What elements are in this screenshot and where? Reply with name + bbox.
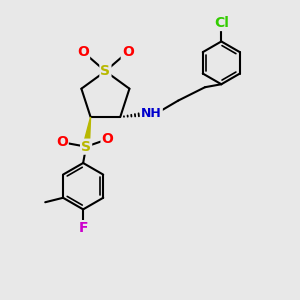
Text: S: S — [100, 64, 110, 78]
Text: Cl: Cl — [214, 16, 229, 30]
Text: O: O — [56, 135, 68, 149]
Text: NH: NH — [141, 107, 162, 121]
Polygon shape — [83, 117, 91, 147]
Text: O: O — [102, 132, 113, 146]
Text: S: S — [81, 140, 91, 154]
Text: O: O — [122, 45, 134, 59]
Text: O: O — [77, 45, 89, 59]
Text: F: F — [78, 221, 88, 235]
